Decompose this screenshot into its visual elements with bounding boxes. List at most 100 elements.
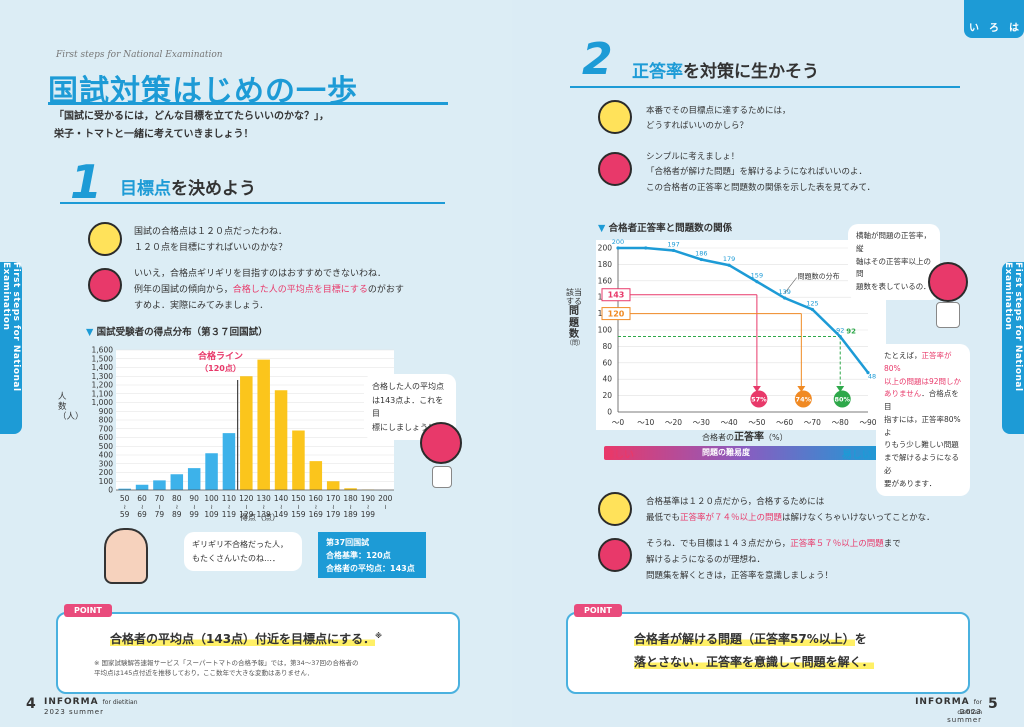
chart-2-point [699,257,703,262]
axis-bubble-l1: 横軸が問題の正答率，縦 [856,231,931,253]
chart-1-xtick-top: 190 [361,494,376,503]
chart-2-badge [794,390,812,408]
tomato-text-2a: 例年の国試の傾向から， [134,285,233,296]
tomato-mascot-left [420,422,462,464]
chart-1-svg: 01002003004005006007008009001,0001,1001,… [92,346,394,519]
chart-2-xtick: ～0 [612,418,624,427]
chart-2-ytick: 180 [598,260,613,269]
chart-1-bar [274,390,288,490]
chart-1-xtick-top: 90 [189,494,199,503]
tomato-right-text-3: この合格者の正答率と問題数の関係を示した表を見てみて． [646,182,876,193]
tomato-text-2c: のがおす [367,285,404,296]
chart-2-xtick: ～60 [776,418,793,427]
difficulty-right: 易しい [842,450,872,461]
chart-1-ytick: 500 [99,442,114,451]
section-1-number: 1 [70,155,103,209]
issue-right: 2023 summer [947,708,982,724]
eiko-avatar [88,222,122,256]
section-2-title-accent: 正答率 [632,62,683,82]
chart-2-ytick: 100 [598,326,613,335]
tomato-right2-text-3: 問題集を解くときは，正答率を意識しましょう！ [646,571,834,582]
ex-bubble-l4: 指すには，正答率80%よ [884,414,961,437]
mag-name-right: INFORMA [915,697,970,707]
eiko-avatar-right [598,100,632,134]
chart-1-bar [170,474,184,490]
chart-1-xtick-sep: ≀ [210,503,212,511]
chart-2-xtick: ～40 [721,418,738,427]
tomato-right2-text-2: 解けるようになるのが理想ね． [646,555,766,566]
chart-2-badge [750,390,768,408]
chart-2-series-label: 問題数の分布 [798,272,840,281]
chart-1-bar [222,433,236,490]
chart-1-xtick-sep: ≀ [297,503,299,511]
section-1-title: 目標点を決めよう [120,174,256,199]
tomato-body-right [936,302,960,328]
chart-1-xtick-bottom: 89 [172,510,182,519]
chart-2-ytick: 80 [602,342,612,351]
chart-2-title-text: 合格者正答率と問題数の関係 [608,223,733,234]
chart-2-point-label: 125 [806,300,818,308]
chart-2-svg: 020406080100120140160180200～0～10～20～30～4… [598,238,877,427]
difficulty-center: 問題の難易度 [702,448,750,457]
point-right-l1a: 合格者が解ける問題（正答率57%以上） [634,632,855,646]
chart-1-ytick: 900 [99,407,114,416]
chart-1-xtick-sep: ≀ [228,503,230,511]
title-underline [48,102,448,105]
chart-1-xtick-top: 100 [204,494,219,503]
chart-1-ytick: 1,000 [92,398,114,407]
chart-1-xtick-sep: ≀ [280,503,282,511]
chart-1-xtick-top: 60 [137,494,147,503]
chart-1-xtick-sep: ≀ [141,503,143,511]
example-speech-bubble: たとえば，正答率が80% 以上の問題は92問しか ありません．合格点を目 指すに… [876,344,970,497]
chart-1-ytick: 1,300 [92,372,114,381]
ex-bubble-l6: まで解けるようになる必 [884,453,959,475]
eiko-bubble-l1: ギリギリ不合格だった人， [192,540,288,549]
point-right-l1b: を [854,632,867,646]
chart-1-bar [187,468,201,490]
chart-1-xtick-sep: ≀ [193,503,195,511]
eiko-text-1: 国試の合格点は１２０点だったわね． [134,227,288,237]
chart-1-xtick-bottom: 59 [120,510,130,519]
section-2-title-rest: を対策に生かそう [683,62,819,82]
eiko-text-2: １２０点を目標にすればいいのかな？ [134,243,288,254]
eiko-right-line-2: 合格基準は１２０点だから，合格するためには 最低でも正答率が７４％以上の問題は解… [646,494,935,526]
chart-1-ytick: 200 [99,468,114,477]
chart-2-xlabel-b: 正答率 [734,432,764,443]
chart-1-xtick-sep: ≀ [245,503,247,511]
chart-1-xtick-sep: ≀ [262,503,264,511]
chart-1-ytick: 700 [99,424,114,433]
chart-1-bar [309,461,323,490]
chart-1-bar [153,480,166,490]
section-1-underline [60,202,445,204]
chart-2-ytick: 40 [602,375,612,384]
ex-bubble-l3b: ．合格点を目 [884,389,959,411]
page-number-left: 4 [26,696,36,712]
chart-2-badge [833,390,851,408]
chart-2-point [671,248,676,253]
tomato-mascot-right [928,262,968,302]
chart-2-title: ▼ 合格者正答率と問題数の関係 [598,220,732,234]
eiko-right2-text-2c: は解けなくちゃいけないってことかな． [782,513,935,524]
chart-1-title: ▼ 国試受験者の得点分布（第３７回国試） [86,324,268,338]
chart-2-ytick: 0 [607,408,612,417]
chart-2-badge-text: 57% [751,396,767,404]
chart-1-xtick-bottom: 159 [291,510,306,519]
chart-1-xtick-top: 160 [309,494,324,503]
chart-1-xtick-top: 120 [239,494,254,503]
avg-bubble-l2: は143点よ．これを目 [372,395,444,419]
eiko-right-line-1: 本番でその目標点に達するためには， どうすればいいのかしら？ [646,104,791,135]
chart-1-bar [292,430,305,490]
chart-1-xtick-sep: ≀ [332,503,334,511]
chart-2-point-label: 200 [612,238,624,246]
ex-bubble-l1b: 正答率が80% [884,351,952,373]
eiko-bubble-l2: もたくさんいたのね…． [192,553,280,563]
chart-2-ref-label: 143 [608,291,625,300]
chart-2-ytick: 200 [598,244,613,253]
chart-2-title-marker: ▼ [598,223,606,234]
chart-2-ylabel-c: （問） [566,339,585,347]
axis-speech-bubble: 横軸が問題の正答率，縦 軸はその正答率以上の問 題数を表しているの． [848,224,940,300]
tab-ro: ろ [989,23,999,34]
page-number-right: 5 [988,696,998,712]
tomato-right2-text-1a: そうね．でも目標は１４３点だから， [646,539,791,549]
info-l3: 合格者の平均点：143点 [326,563,415,573]
